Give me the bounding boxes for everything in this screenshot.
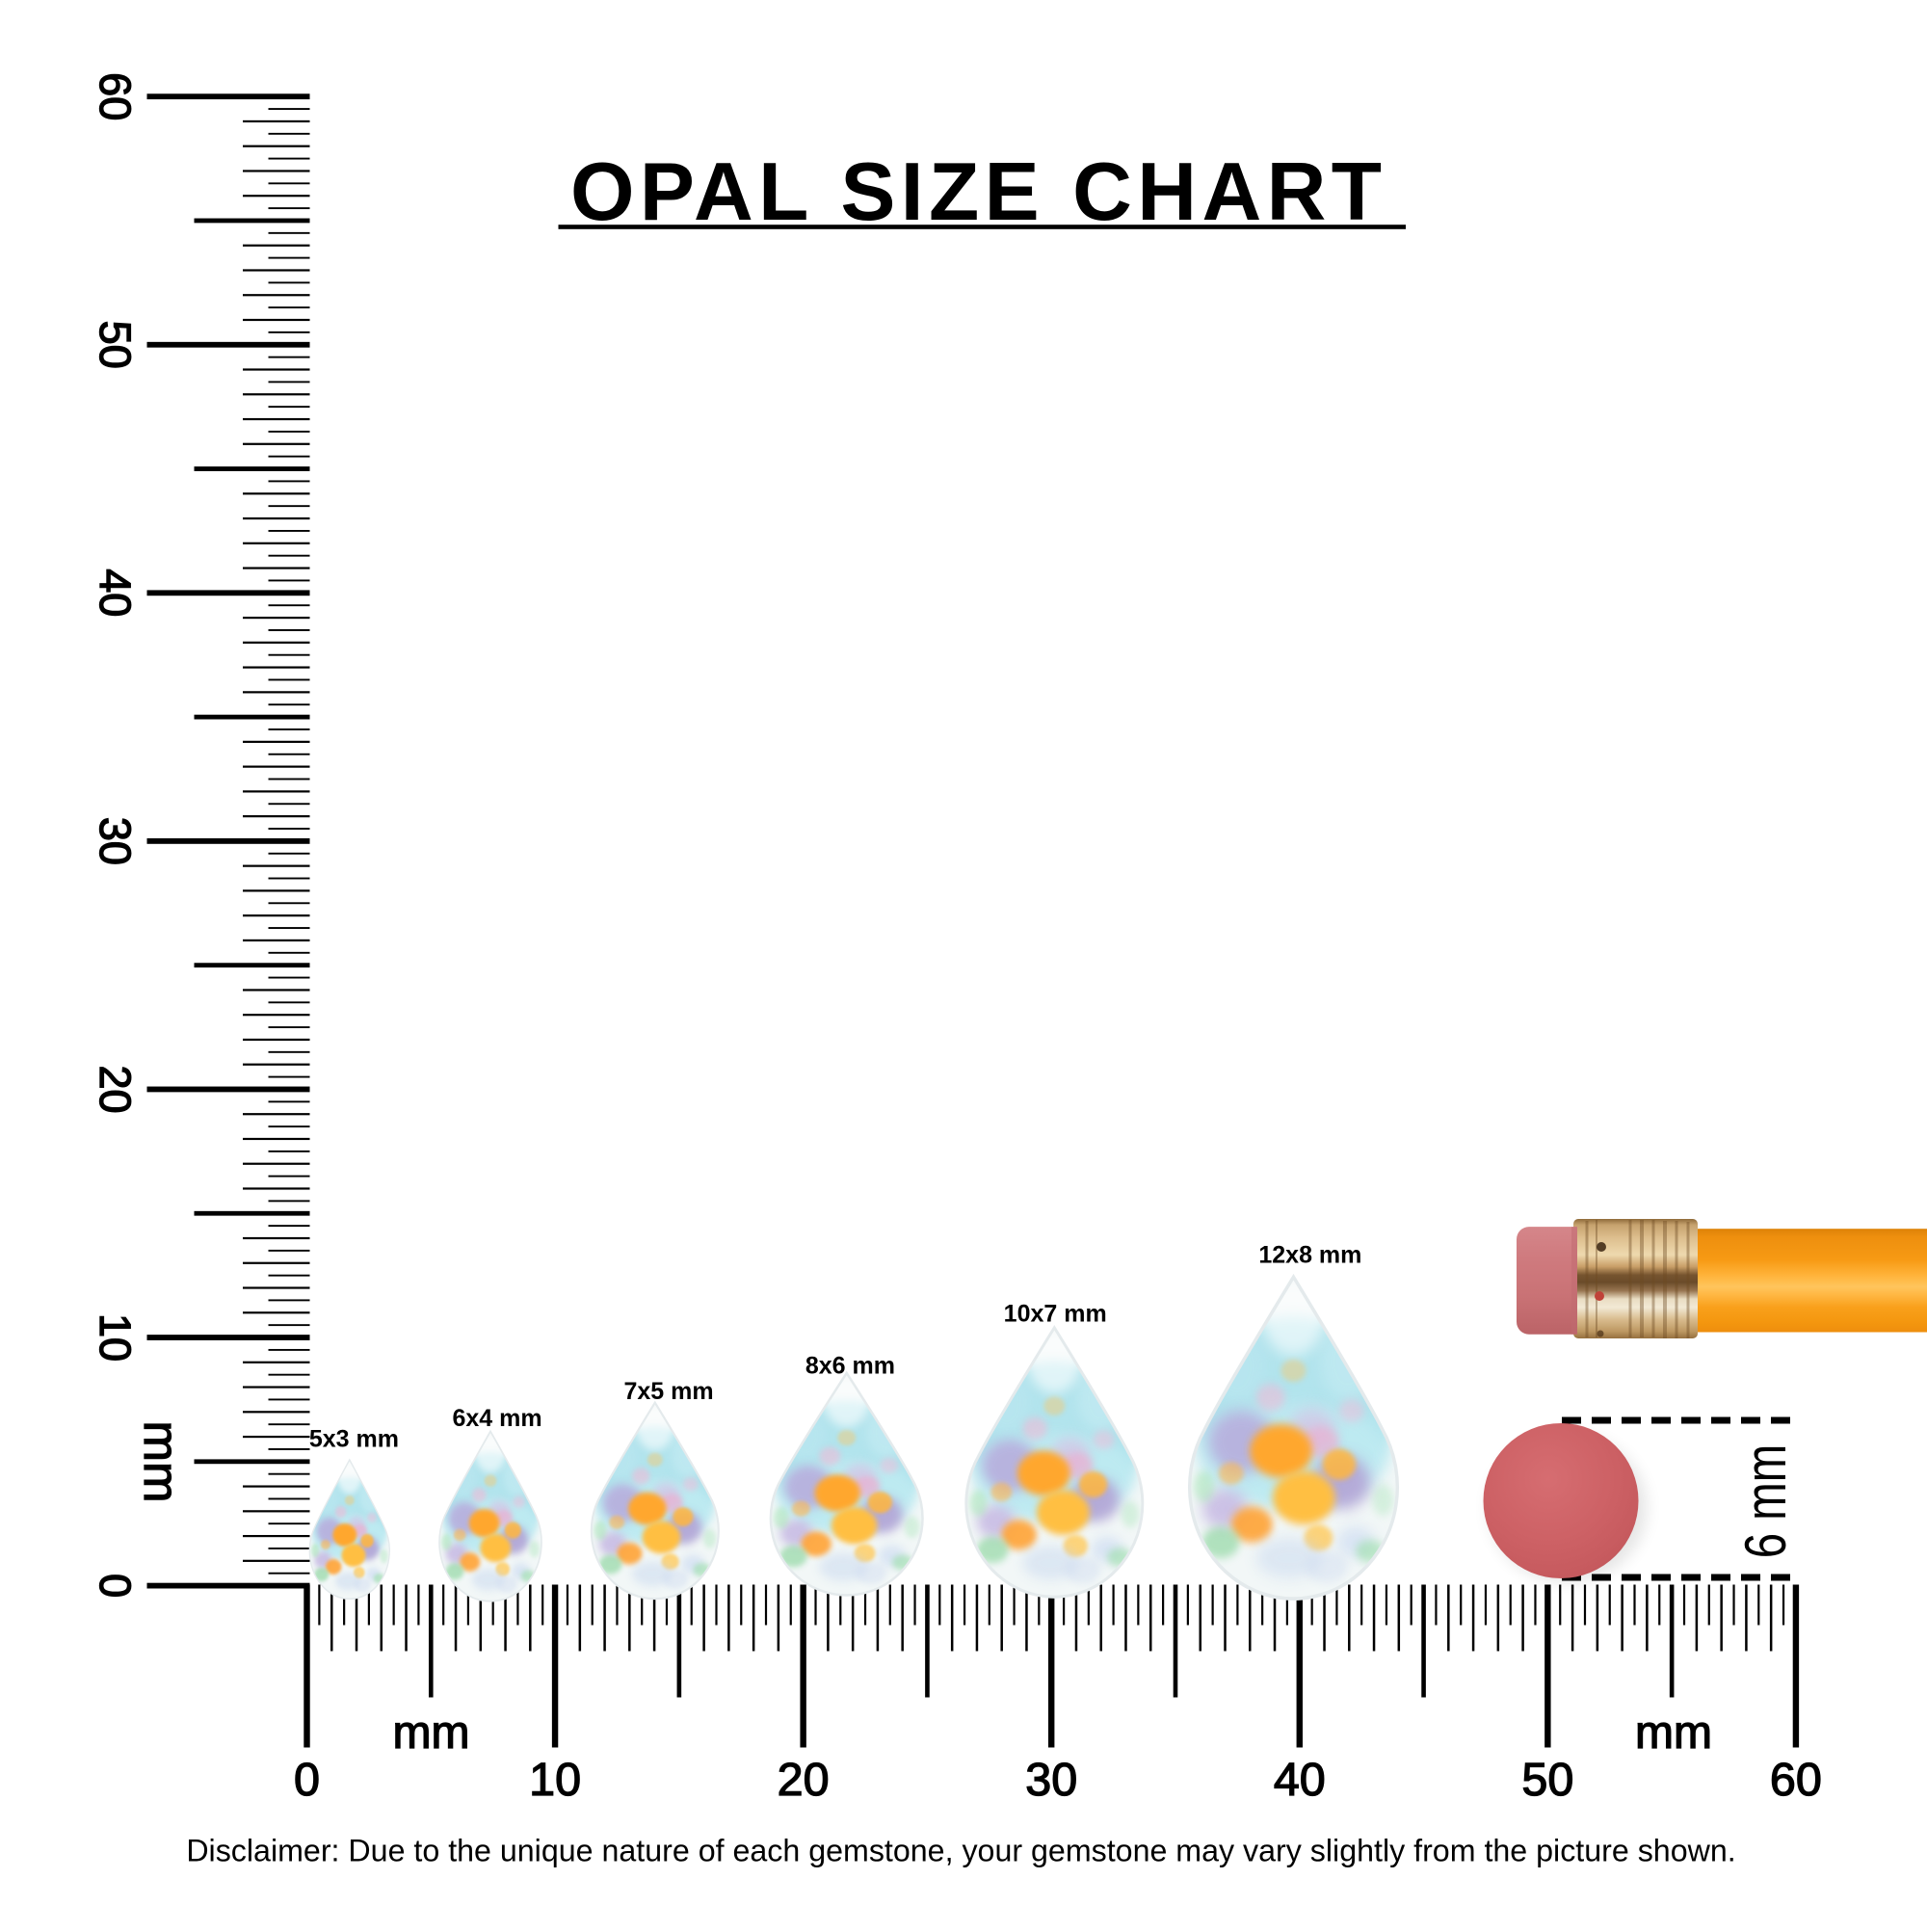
svg-text:mm: mm xyxy=(393,1707,470,1759)
svg-text:20: 20 xyxy=(778,1754,830,1806)
svg-text:8x6 mm: 8x6 mm xyxy=(805,1353,895,1380)
svg-text:40: 40 xyxy=(1274,1754,1326,1806)
svg-text:mm: mm xyxy=(134,1421,189,1503)
svg-text:7x5 mm: 7x5 mm xyxy=(623,1378,713,1405)
svg-text:10: 10 xyxy=(529,1754,581,1806)
svg-text:60: 60 xyxy=(91,72,140,120)
svg-text:40: 40 xyxy=(91,569,140,617)
svg-text:50: 50 xyxy=(1521,1754,1573,1806)
svg-text:10x7 mm: 10x7 mm xyxy=(1004,1301,1107,1328)
svg-text:Disclaimer: Due to the unique: Disclaimer: Due to the unique nature of … xyxy=(186,1834,1735,1868)
svg-text:30: 30 xyxy=(91,817,140,865)
svg-text:10: 10 xyxy=(91,1313,140,1362)
svg-text:mm: mm xyxy=(1635,1707,1712,1759)
svg-text:5x3 mm: 5x3 mm xyxy=(309,1426,399,1453)
svg-text:60: 60 xyxy=(1770,1754,1822,1806)
svg-text:6x4 mm: 6x4 mm xyxy=(452,1405,541,1432)
svg-text:0: 0 xyxy=(294,1754,320,1806)
svg-text:0: 0 xyxy=(91,1574,140,1598)
svg-text:12x8 mm: 12x8 mm xyxy=(1258,1241,1361,1268)
svg-text:30: 30 xyxy=(1025,1754,1077,1806)
svg-text:6 mm: 6 mm xyxy=(1734,1444,1799,1558)
svg-text:20: 20 xyxy=(91,1065,140,1113)
svg-text:OPAL SIZE CHART: OPAL SIZE CHART xyxy=(570,146,1386,238)
svg-text:50: 50 xyxy=(91,321,140,369)
